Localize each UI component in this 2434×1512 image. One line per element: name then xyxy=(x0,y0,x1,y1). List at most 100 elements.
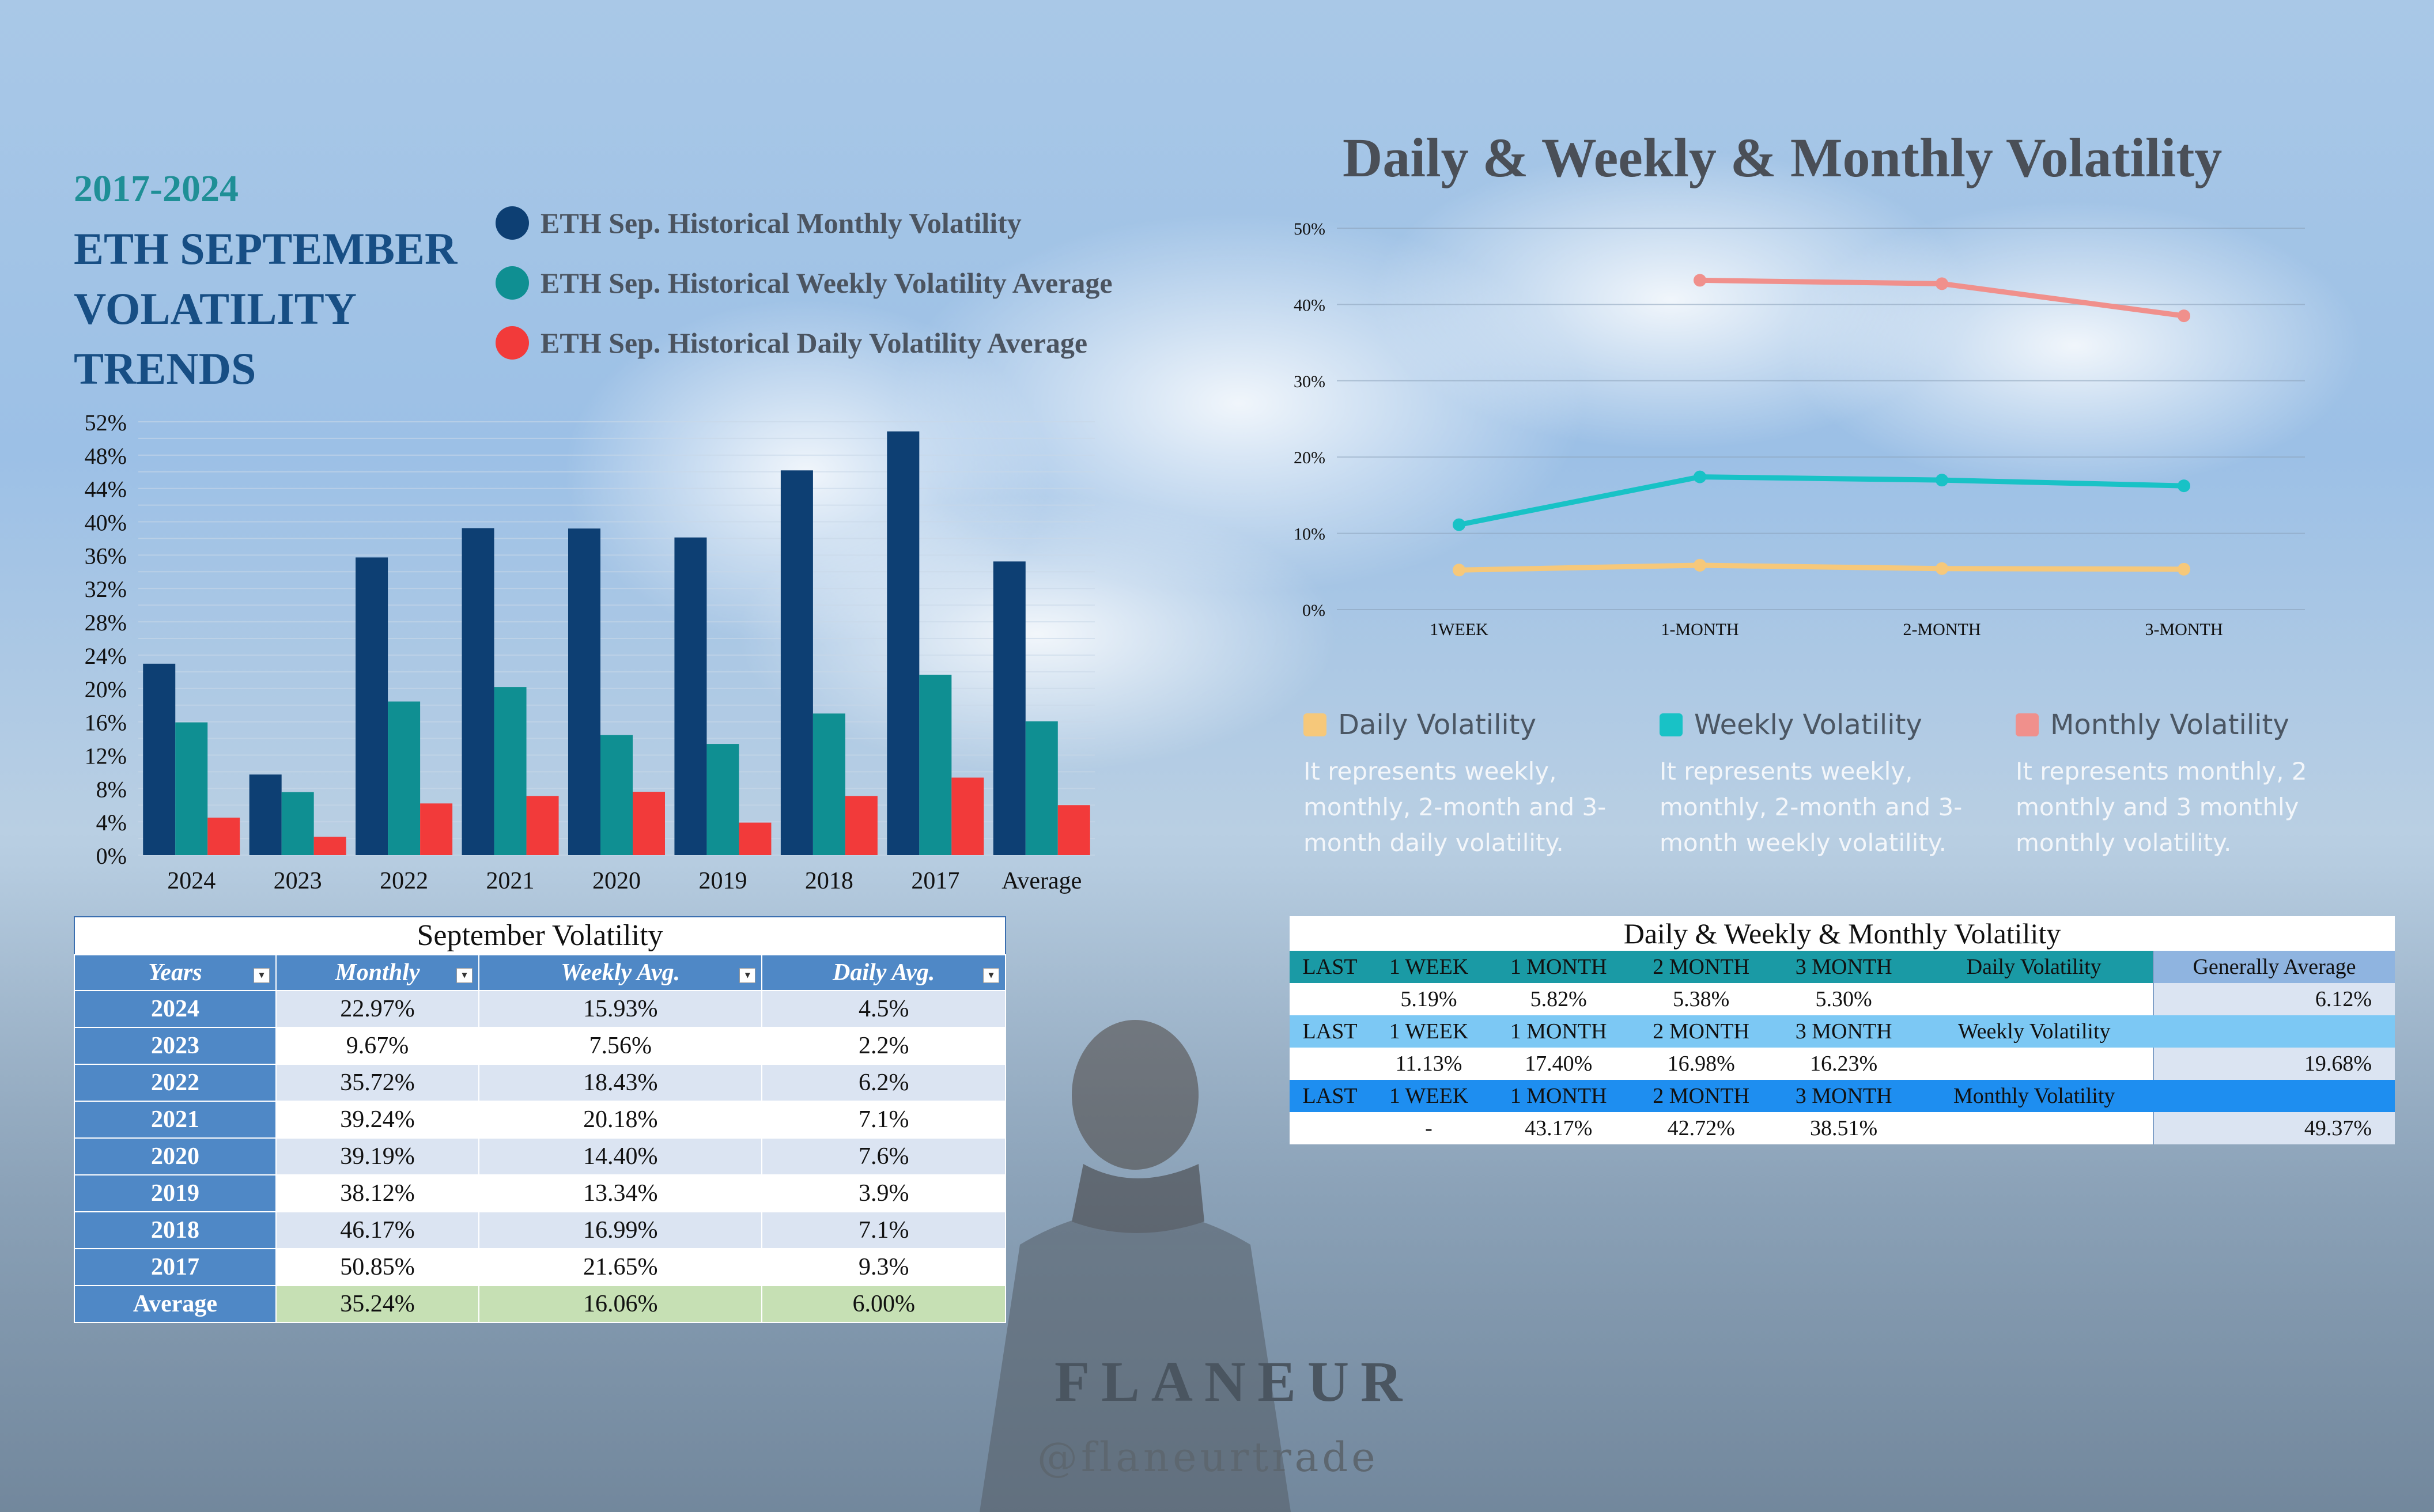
cloud-shape xyxy=(1786,202,2363,490)
weekly-cell: 21.65% xyxy=(478,1248,763,1286)
legend-label: ETH Sep. Historical Weekly Volatility Av… xyxy=(541,267,1113,299)
y-tick-label: 0% xyxy=(1302,601,1325,620)
table-cell: 1 WEEK xyxy=(1370,1015,1487,1048)
bar xyxy=(207,817,240,855)
y-tick-label: 16% xyxy=(85,710,127,736)
y-tick-label: 0% xyxy=(96,843,127,869)
year-cell: 2019 xyxy=(74,1174,277,1212)
data-point xyxy=(1694,470,1706,483)
x-tick-label: 1WEEK xyxy=(1430,620,1488,639)
bar xyxy=(568,528,600,855)
year-cell: 2017 xyxy=(74,1248,277,1286)
table-cell xyxy=(1915,983,2153,1015)
data-point xyxy=(1936,277,1948,290)
column-header-years[interactable]: Years ▾ xyxy=(74,954,277,991)
bar xyxy=(674,537,707,855)
daily-cell: 7.1% xyxy=(761,1101,1006,1139)
y-tick-label: 50% xyxy=(1294,220,1325,239)
x-tick-label: Average xyxy=(1001,868,1082,894)
legend-description: It represents monthly, 2 monthly and 3 m… xyxy=(2016,757,2307,857)
bar xyxy=(494,687,527,855)
bar xyxy=(600,735,633,855)
table-cell: LAST xyxy=(1290,1080,1371,1112)
legend-item-daily: ETH Sep. Historical Daily Volatility Ave… xyxy=(496,313,1113,373)
legend-label: ETH Sep. Historical Monthly Volatility xyxy=(541,207,1022,239)
monthly-cell: 39.24% xyxy=(275,1101,480,1139)
line-chart-title: Daily & Weekly & Monthly Volatility xyxy=(1343,127,2223,188)
table-row: 2023 9.67% 7.56% 2.2% xyxy=(74,1027,1006,1065)
person-silhouette xyxy=(980,1020,1291,1512)
year-cell: 2021 xyxy=(74,1101,277,1139)
y-tick-label: 40% xyxy=(1294,296,1325,315)
bar xyxy=(526,796,559,855)
page-title: ETH SEPTEMBER VOLATILITY TRENDS xyxy=(74,219,477,399)
data-point xyxy=(2178,309,2190,323)
x-tick-label: 2-MONTH xyxy=(1903,620,1981,639)
table-cell xyxy=(1915,1112,2153,1144)
legend-monthly: Monthly Volatility It represents monthly… xyxy=(2016,709,2350,861)
y-tick-label: 24% xyxy=(85,643,127,669)
table-cell xyxy=(1290,1048,1371,1080)
table-row: 2017 50.85% 21.65% 9.3% xyxy=(74,1248,1006,1286)
y-tick-label: 44% xyxy=(85,477,127,502)
bar xyxy=(143,663,176,855)
september-volatility-table: September Volatility Years ▾ Monthly ▾ Wee… xyxy=(74,916,1006,1323)
daily-cell: 3.9% xyxy=(761,1174,1006,1212)
data-point xyxy=(1694,558,1706,572)
y-tick-label: 30% xyxy=(1294,372,1325,391)
brand-name: FLANEUR xyxy=(1055,1350,1414,1413)
y-tick-label: 20% xyxy=(1294,448,1325,467)
table-cell xyxy=(1290,983,1371,1015)
weekly-cell: 15.93% xyxy=(478,990,763,1028)
x-tick-label: 2022 xyxy=(380,868,428,894)
daily-cell: 4.5% xyxy=(761,990,1006,1028)
filter-dropdown-icon[interactable]: ▾ xyxy=(253,968,270,983)
y-tick-label: 28% xyxy=(85,610,127,636)
column-header-daily[interactable]: Daily Avg. ▾ xyxy=(761,954,1006,991)
monthly-cell: 9.67% xyxy=(275,1027,480,1065)
filter-dropdown-icon[interactable]: ▾ xyxy=(739,968,756,983)
table-cell: 2 MONTH xyxy=(1630,951,1772,983)
table-cell: LAST xyxy=(1290,1015,1371,1048)
table-cell: 11.13% xyxy=(1370,1048,1487,1080)
data-point xyxy=(2178,562,2190,576)
column-header-weekly[interactable]: Weekly Avg. ▾ xyxy=(478,954,763,991)
table-row: 2019 38.12% 13.34% 3.9% xyxy=(74,1174,1006,1212)
x-tick-label: 1-MONTH xyxy=(1661,620,1739,639)
table-cell: LAST xyxy=(1290,951,1371,983)
table-row: -43.17% 42.72% 38.51% 49.37% xyxy=(1290,1112,2395,1144)
data-point xyxy=(1694,274,1706,287)
table-cell: 1 MONTH xyxy=(1487,1080,1630,1112)
filter-dropdown-icon[interactable]: ▾ xyxy=(983,968,999,983)
title-line: VOLATILITY xyxy=(74,284,357,334)
table-row: 2022 35.72% 18.43% 6.2% xyxy=(74,1064,1006,1102)
legend-dot xyxy=(496,206,529,240)
table-cell xyxy=(2153,1015,2395,1048)
legend-name: Weekly Volatility xyxy=(1694,709,1922,741)
monthly-cell: 35.72% xyxy=(275,1064,480,1102)
y-tick-label: 32% xyxy=(85,576,127,602)
table-caption: Daily & Weekly & Monthly Volatility xyxy=(1290,916,2395,951)
x-tick-label: 2019 xyxy=(698,868,747,894)
y-tick-label: 4% xyxy=(96,810,127,836)
table-cell: 1 MONTH xyxy=(1487,1015,1630,1048)
y-tick-label: 52% xyxy=(85,410,127,436)
y-tick-label: 20% xyxy=(85,676,127,702)
table-row: 5.19% 5.82% 5.38% 5.30% 6.12% xyxy=(1290,983,2395,1015)
table-row: 2020 39.19% 14.40% 7.6% xyxy=(74,1137,1006,1175)
daily-cell: 6.2% xyxy=(761,1064,1006,1102)
table-row: 2021 39.24% 20.18% 7.1% xyxy=(74,1101,1006,1139)
legend-label: ETH Sep. Historical Daily Volatility Ave… xyxy=(541,327,1088,359)
year-cell: 2018 xyxy=(74,1211,277,1249)
year-cell: 2022 xyxy=(74,1064,277,1102)
legend-swatch xyxy=(2016,713,2039,736)
table-cell: 6.12% xyxy=(2153,983,2395,1015)
filter-dropdown-icon[interactable]: ▾ xyxy=(456,968,473,983)
daily-cell: 7.6% xyxy=(761,1137,1006,1175)
table-cell: 19.68% xyxy=(2153,1048,2395,1080)
table-cell xyxy=(1290,1112,1371,1144)
brand-handle: @flaneurtrade xyxy=(1037,1434,1379,1481)
table-cell: 16.23% xyxy=(1772,1048,1915,1080)
column-header-monthly[interactable]: Monthly ▾ xyxy=(275,954,480,991)
table-row: 2018 46.17% 16.99% 7.1% xyxy=(74,1211,1006,1249)
